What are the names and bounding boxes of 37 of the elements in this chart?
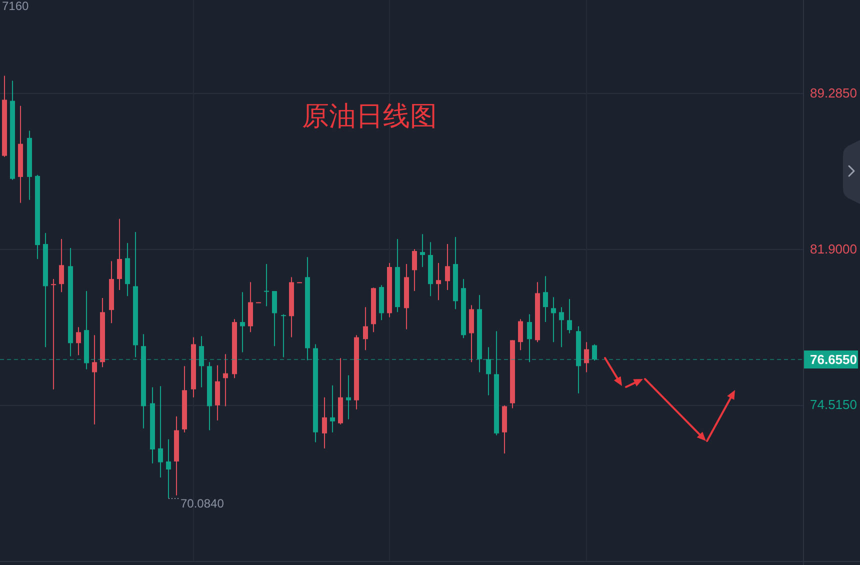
candlestick — [420, 234, 425, 268]
candlestick — [518, 318, 523, 351]
candlestick — [272, 290, 277, 347]
annotation: 70.0840 — [180, 496, 224, 510]
candlestick — [592, 344, 597, 362]
candlestick — [567, 298, 572, 334]
text: 原油日线图 — [302, 101, 437, 131]
candlestick — [486, 346, 491, 396]
candlestick — [527, 314, 532, 363]
candlestick — [240, 292, 245, 353]
ref-line-label: 76.6550 — [810, 352, 857, 367]
candlestick — [436, 262, 441, 301]
annotation: 7160 — [2, 0, 30, 13]
candlestick — [445, 244, 450, 290]
candlestick — [551, 296, 556, 343]
candlestick — [158, 386, 163, 478]
candlestick — [223, 354, 228, 407]
candlestick — [346, 374, 351, 420]
candlestick — [281, 314, 286, 358]
y-tick-label: 81.9000 — [810, 241, 857, 256]
candlestick — [264, 264, 269, 307]
candlestick — [76, 326, 81, 356]
candlestick — [412, 248, 417, 292]
candlestick — [92, 334, 97, 425]
candlestick — [59, 238, 64, 293]
candlestick — [363, 306, 368, 351]
y-tick-label: 89.2850 — [810, 86, 857, 101]
candlestick — [543, 276, 548, 323]
candlestick — [330, 384, 335, 433]
candlestick — [559, 306, 564, 348]
candlestick — [322, 396, 327, 449]
candlestick — [199, 336, 204, 388]
candlestick — [51, 278, 56, 390]
candlestick — [117, 218, 122, 290]
candlestick — [166, 438, 171, 499]
y-tick-label: 74.5150 — [810, 397, 857, 412]
candlestick — [584, 342, 589, 373]
